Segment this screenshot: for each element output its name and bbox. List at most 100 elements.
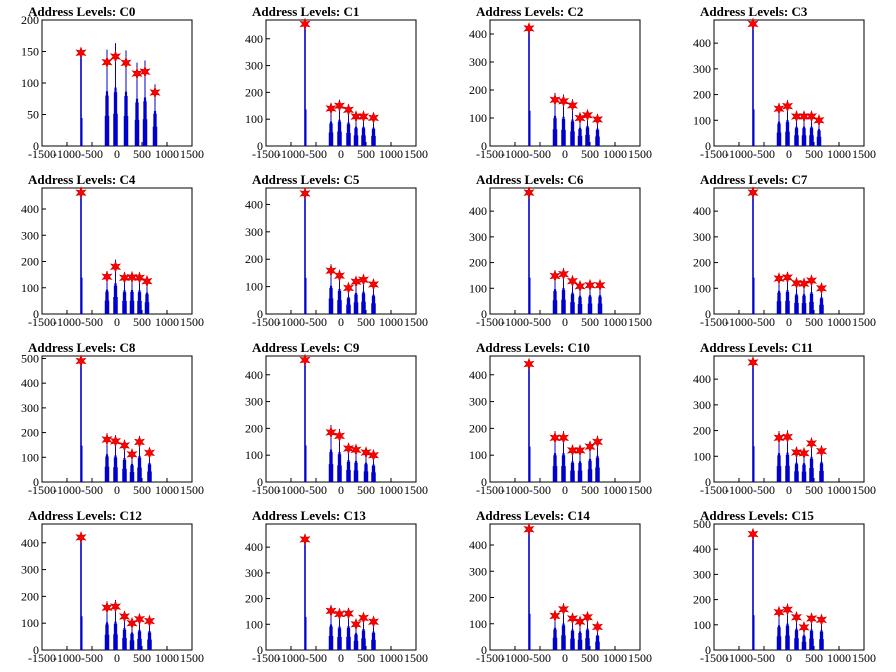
x-tick-label: 1500 bbox=[404, 483, 428, 497]
peak-marker bbox=[299, 533, 311, 546]
y-tick-label: 0 bbox=[705, 643, 711, 657]
x-tick-label: 1000 bbox=[155, 651, 179, 665]
x-tick-label: -1500 bbox=[476, 483, 504, 497]
x-tick-label: 0 bbox=[562, 315, 568, 329]
chart-panel: Address Levels: C3 0 100 200 300 400 -1500-100… bbox=[693, 4, 876, 161]
x-tick-label: 0 bbox=[786, 483, 792, 497]
y-tick-label: 0 bbox=[481, 139, 487, 153]
chart-title: Address Levels: C13 bbox=[252, 508, 366, 523]
x-tick-label: 500 bbox=[805, 483, 823, 497]
peak-marker bbox=[109, 600, 122, 613]
y-tick-label: 300 bbox=[693, 398, 711, 412]
peak-marker bbox=[805, 274, 818, 287]
x-tick-label: 0 bbox=[338, 147, 344, 161]
x-tick-label: 1500 bbox=[852, 651, 876, 665]
x-tick-label: 0 bbox=[338, 315, 344, 329]
peak-marker bbox=[798, 446, 810, 460]
y-tick-label: 200 bbox=[693, 593, 711, 607]
x-tick-label: -1500 bbox=[700, 483, 728, 497]
y-tick-label: 0 bbox=[33, 139, 39, 153]
y-tick-label: 100 bbox=[21, 281, 39, 295]
peak-marker bbox=[574, 615, 586, 629]
x-tick-label: 0 bbox=[338, 651, 344, 665]
y-tick-label: 100 bbox=[469, 448, 487, 462]
chart-title: Address Levels: C4 bbox=[28, 172, 136, 187]
x-tick-label: 500 bbox=[805, 147, 823, 161]
x-tick-label: 500 bbox=[805, 651, 823, 665]
y-tick-label: 100 bbox=[693, 113, 711, 127]
x-tick-label: 500 bbox=[581, 651, 599, 665]
x-tick-label: -500 bbox=[305, 147, 327, 161]
peak-marker bbox=[781, 603, 794, 617]
peak-marker bbox=[591, 435, 604, 449]
x-tick-label: 1000 bbox=[155, 147, 179, 161]
y-tick-label: 200 bbox=[21, 589, 39, 603]
y-tick-label: 400 bbox=[469, 204, 487, 218]
peak-marker bbox=[357, 110, 370, 123]
chart-panel: Address Levels: C15 0 100 200 300 400 500 -1500… bbox=[693, 508, 876, 665]
x-tick-label: -1500 bbox=[252, 147, 280, 161]
chart-title: Address Levels: C15 bbox=[700, 508, 814, 523]
peak-marker bbox=[815, 613, 828, 627]
y-tick-label: 400 bbox=[21, 536, 39, 550]
y-tick-label: 300 bbox=[245, 566, 263, 580]
peak-marker bbox=[133, 271, 146, 285]
y-tick-label: 100 bbox=[21, 76, 39, 90]
x-tick-label: -1000 bbox=[725, 651, 753, 665]
peak-marker bbox=[747, 356, 759, 369]
x-tick-label: 1000 bbox=[379, 651, 403, 665]
x-tick-label: 500 bbox=[133, 315, 151, 329]
y-tick-label: 100 bbox=[693, 449, 711, 463]
x-tick-label: 1000 bbox=[603, 147, 627, 161]
peak-marker bbox=[342, 103, 355, 117]
y-tick-label: 300 bbox=[21, 401, 39, 415]
y-tick-label: 400 bbox=[245, 32, 263, 46]
x-tick-label: 500 bbox=[357, 483, 375, 497]
x-tick-label: 1500 bbox=[628, 147, 652, 161]
x-tick-label: 500 bbox=[357, 651, 375, 665]
y-tick-label: 0 bbox=[705, 139, 711, 153]
x-tick-label: -1000 bbox=[53, 651, 81, 665]
peak-marker bbox=[790, 446, 803, 459]
peak-marker bbox=[773, 102, 785, 116]
chart-title: Address Levels: C0 bbox=[28, 4, 135, 19]
y-tick-label: 300 bbox=[693, 567, 711, 581]
y-tick-label: 300 bbox=[469, 230, 487, 244]
y-tick-label: 0 bbox=[481, 643, 487, 657]
peak-marker bbox=[523, 186, 535, 200]
y-tick-label: 300 bbox=[245, 59, 263, 73]
peak-marker bbox=[367, 615, 380, 629]
peak-marker bbox=[584, 440, 596, 454]
y-tick-label: 300 bbox=[693, 230, 711, 244]
y-tick-label: 200 bbox=[693, 88, 711, 102]
y-tick-label: 100 bbox=[245, 112, 263, 126]
x-tick-label: 500 bbox=[133, 147, 151, 161]
x-tick-label: 1000 bbox=[155, 483, 179, 497]
y-tick-label: 300 bbox=[693, 62, 711, 76]
chart-panel: Address Levels: C14 0 100 200 300 400 -1500-10… bbox=[469, 508, 652, 665]
chart-title: Address Levels: C6 bbox=[476, 172, 584, 187]
x-tick-label: 1500 bbox=[180, 147, 204, 161]
peak-marker bbox=[549, 431, 561, 445]
y-tick-label: 400 bbox=[21, 376, 39, 390]
peak-marker bbox=[75, 354, 87, 368]
peak-marker bbox=[333, 269, 346, 283]
y-tick-label: 400 bbox=[693, 36, 711, 50]
peak-marker bbox=[798, 620, 810, 634]
x-tick-label: 1000 bbox=[379, 483, 403, 497]
peak-marker bbox=[805, 612, 818, 625]
chart-panel: Address Levels: C2 0 100 200 300 400 -1500-100… bbox=[469, 4, 652, 161]
peak-marker bbox=[75, 46, 87, 60]
chart-title: Address Levels: C11 bbox=[700, 340, 813, 355]
x-tick-label: 1500 bbox=[852, 147, 876, 161]
y-tick-label: 200 bbox=[469, 421, 487, 435]
x-tick-label: 1000 bbox=[379, 315, 403, 329]
peak-marker bbox=[574, 279, 586, 293]
chart-title: Address Levels: C9 bbox=[252, 340, 360, 355]
chart-panel: Address Levels: C13 0 100 200 300 400 -1500-10… bbox=[245, 508, 428, 665]
peak-marker bbox=[566, 274, 579, 288]
y-tick-label: 400 bbox=[245, 368, 263, 382]
peak-marker bbox=[333, 429, 346, 443]
y-tick-label: 200 bbox=[21, 426, 39, 440]
